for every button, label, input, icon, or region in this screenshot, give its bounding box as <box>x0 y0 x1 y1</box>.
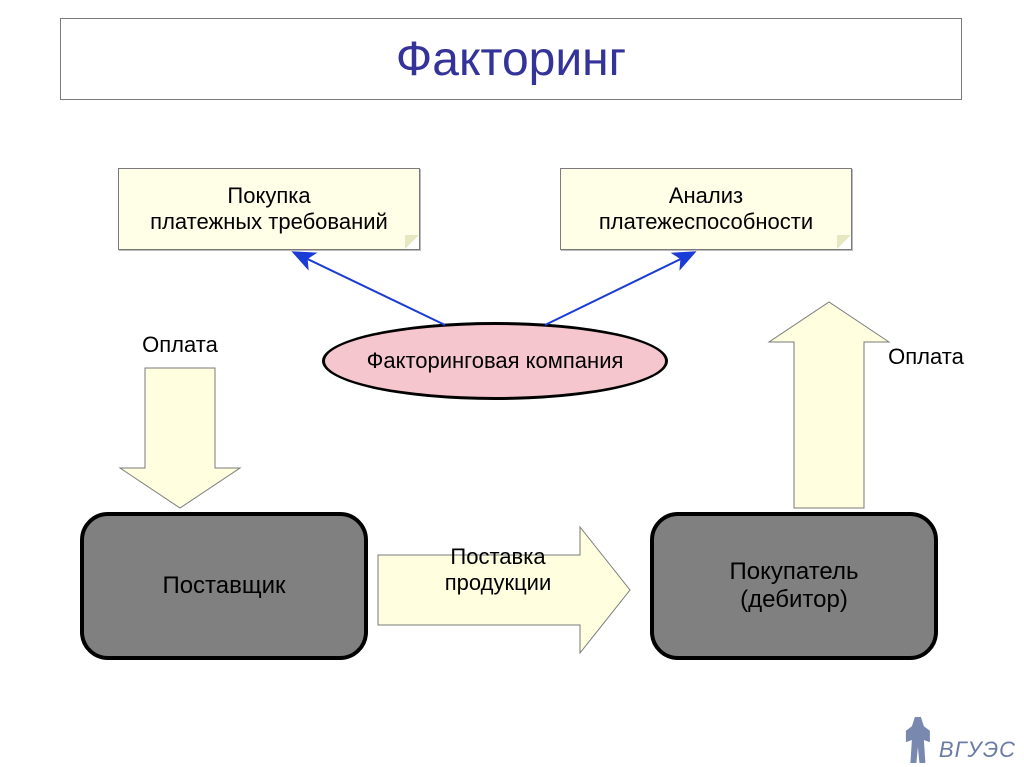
title-box: Факторинг <box>60 18 962 100</box>
factoring-company-ellipse: Факторинговая компания <box>322 322 668 400</box>
supplier-box: Поставщик <box>80 512 368 660</box>
label-delivery: Поставка продукции <box>418 540 578 600</box>
note-purchase: Покупка платежных требований <box>118 168 420 250</box>
note-analysis: Анализ платежеспособности <box>560 168 852 250</box>
block-arrow-left-down <box>120 368 240 508</box>
title-text: Факторинг <box>396 32 626 87</box>
blue-arrow-right <box>545 253 693 325</box>
buyer-label: Покупатель (дебитор) <box>730 558 859 614</box>
note-purchase-text: Покупка платежных требований <box>150 183 388 235</box>
logo: ВГУЭС <box>903 717 1016 763</box>
note-analysis-text: Анализ платежеспособности <box>599 183 813 235</box>
logo-text: ВГУЭС <box>939 737 1016 763</box>
label-payment-left: Оплата <box>130 330 230 360</box>
logo-figure-icon <box>903 717 933 763</box>
block-arrow-right-up <box>769 302 889 508</box>
label-payment-right: Оплата <box>876 342 976 372</box>
factoring-company-label: Факторинговая компания <box>367 348 624 374</box>
buyer-box: Покупатель (дебитор) <box>650 512 938 660</box>
supplier-label: Поставщик <box>162 572 285 600</box>
blue-arrow-left <box>295 253 445 325</box>
